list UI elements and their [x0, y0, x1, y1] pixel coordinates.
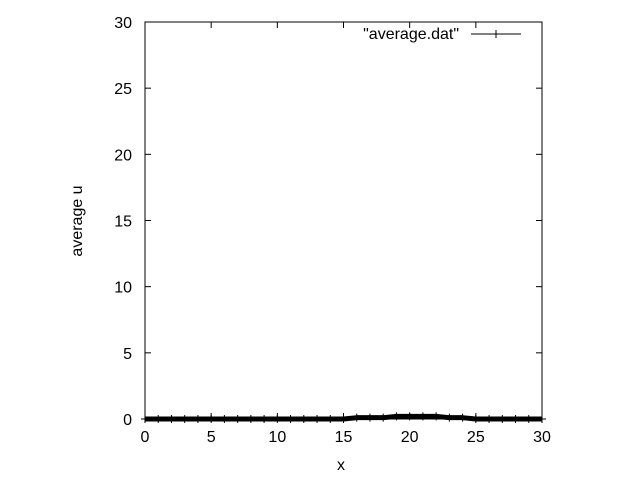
x-tick-label: 10 [268, 429, 286, 446]
plot-frame [144, 21, 543, 420]
data-point [207, 415, 216, 423]
x-tick-label: 0 [141, 429, 150, 446]
y-tick-label: 20 [114, 147, 132, 164]
data-point [538, 415, 546, 423]
data-point [485, 415, 494, 423]
data-point [233, 415, 242, 423]
data-point [286, 415, 295, 423]
data-point [299, 415, 308, 423]
data-point [167, 415, 176, 423]
data-point [273, 415, 282, 423]
data-point [154, 415, 163, 423]
data-point [524, 415, 533, 423]
data-point [193, 415, 202, 423]
y-tick-label: 15 [114, 214, 132, 231]
axes: 0 5 10 15 20 25 30 0 5 10 15 20 25 30 [114, 15, 551, 446]
data-point [313, 415, 322, 423]
data-point [339, 415, 348, 423]
x-tick-label: 20 [401, 429, 419, 446]
x-tick-label: 30 [533, 429, 551, 446]
data-point [180, 415, 189, 423]
data-point [141, 415, 149, 423]
data-point [392, 412, 401, 421]
data-point [260, 415, 269, 423]
x-tick-label: 5 [207, 429, 216, 446]
x-tick-label: 15 [335, 429, 353, 446]
data-point [471, 415, 480, 423]
y-tick-label: 30 [114, 15, 132, 32]
data-point [326, 415, 335, 423]
data-point [432, 412, 441, 421]
series-layer [141, 412, 546, 423]
legend-label: "average.dat" [363, 26, 459, 43]
data-point [418, 412, 427, 421]
y-tick-label: 25 [114, 81, 132, 98]
data-point [220, 415, 229, 423]
y-tick-label: 0 [123, 412, 132, 429]
data-point [445, 413, 454, 422]
data-point [511, 415, 520, 423]
data-point [458, 413, 467, 422]
data-point [498, 415, 507, 423]
x-tick-label: 25 [467, 429, 485, 446]
data-point [379, 413, 388, 422]
data-point [246, 415, 255, 423]
y-tick-label: 10 [114, 280, 132, 297]
legend: "average.dat" [363, 26, 521, 43]
data-point [405, 412, 414, 421]
y-axis-label: average u [69, 185, 86, 256]
data-point [365, 413, 374, 422]
x-axis-label: x [337, 457, 345, 474]
data-point [352, 413, 361, 422]
y-tick-label: 5 [123, 346, 132, 363]
